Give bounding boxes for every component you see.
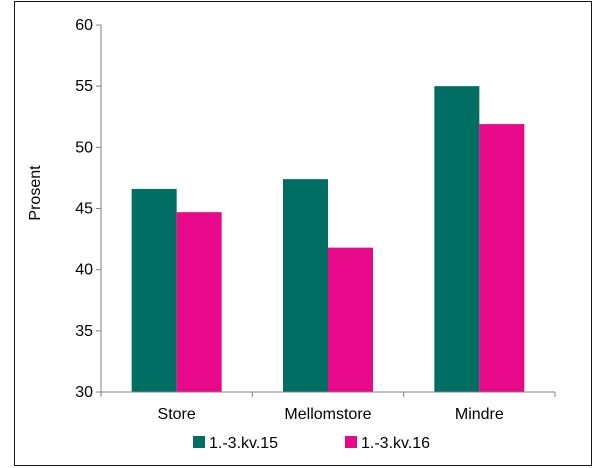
y-tick-label: 40 (75, 262, 93, 279)
bar-mindre-series-2 (479, 124, 525, 392)
bar-mindre-series-1 (434, 86, 480, 393)
bar-mellomstore-series-1 (283, 179, 328, 392)
y-tick-label: 45 (75, 201, 93, 218)
y-axis-title: Prosent (27, 165, 44, 221)
legend-swatch-series-1 (193, 436, 205, 448)
legend-label-series-1: 1.-3.kv.15 (209, 435, 278, 452)
plot-area: 30 35 40 45 50 55 60 Store Mellomstore Mindre (75, 17, 556, 423)
y-tick-label: 50 (75, 139, 93, 156)
y-tick-label: 30 (75, 384, 93, 401)
legend-label-series-2: 1.-3.kv.16 (361, 435, 430, 452)
bar-store-series-2 (176, 212, 222, 392)
legend-swatch-series-2 (345, 436, 357, 448)
legend: 1.-3.kv.15 1.-3.kv.16 (193, 435, 430, 452)
y-tick-label: 55 (75, 78, 93, 95)
x-tick-label: Mellomstore (284, 406, 371, 423)
y-tick-label: 60 (75, 17, 93, 34)
bar-mellomstore-series-2 (328, 247, 373, 392)
x-tick-label: Mindre (455, 406, 504, 423)
x-tick-label: Store (158, 406, 196, 423)
bar-store-series-1 (131, 188, 177, 392)
y-tick-label: 35 (75, 323, 93, 340)
